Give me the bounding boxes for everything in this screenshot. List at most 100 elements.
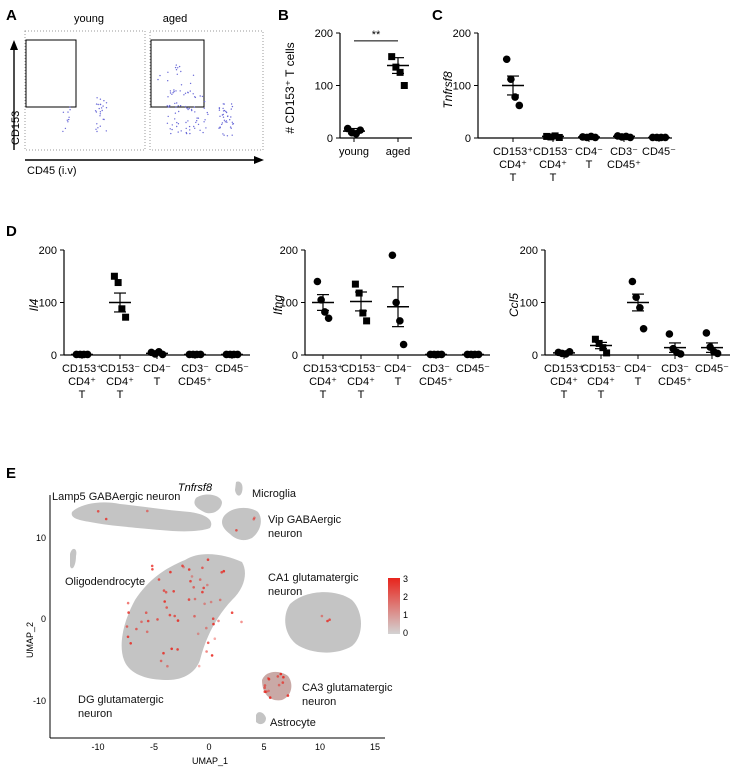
expression-cell — [211, 617, 215, 620]
flow-event — [226, 135, 229, 137]
flow-event — [180, 130, 182, 132]
flow-event — [174, 118, 176, 120]
flow-event — [185, 132, 188, 135]
flow-event — [67, 121, 69, 123]
data-point — [595, 339, 603, 347]
cluster-ca1-glutamatergic — [285, 592, 361, 653]
umap-xtick: -5 — [150, 742, 158, 752]
flow-xlabel: CD45 (i.v) — [27, 165, 77, 177]
flow-event — [232, 123, 235, 125]
flow-event — [193, 106, 196, 108]
expression-cell — [267, 677, 271, 681]
cluster-oligodendrocyte — [70, 548, 77, 569]
label-vip-1: Vip GABAergic — [268, 514, 342, 526]
expression-cell — [235, 529, 238, 532]
flow-event — [99, 103, 102, 106]
cluster-astrocyte — [256, 712, 266, 725]
flow-event — [68, 116, 70, 119]
data-point — [555, 133, 563, 141]
data-point — [114, 279, 122, 287]
expression-cell — [328, 618, 331, 621]
flow-event — [223, 103, 225, 105]
expression-cell — [162, 651, 165, 655]
y-tick-label: 100 — [453, 81, 471, 93]
expression-cell — [192, 586, 195, 589]
data-point — [122, 313, 130, 321]
flow-event — [218, 109, 221, 111]
chart-d-il4: 0100200Il4CD153⁺CD4⁺TCD153⁻CD4⁺TCD4⁻TCD3… — [27, 245, 250, 401]
label-lamp5: Lamp5 GABAergic neuron — [52, 491, 180, 503]
expression-cell — [202, 586, 205, 590]
data-point — [392, 298, 400, 307]
chart-e-umap: Tnfrsf8 Lamp5 GABAergic neuron Microglia… — [25, 481, 408, 766]
umap-ylabel: UMAP_2 — [25, 622, 35, 658]
panel-a-flow: young aged CD153 CD45 (i.v) — [10, 13, 264, 177]
data-point — [665, 330, 674, 338]
data-point — [355, 289, 363, 297]
flow-event — [167, 80, 169, 82]
panel-letter-a: A — [6, 7, 17, 24]
expression-cell — [176, 619, 180, 622]
expression-cell — [169, 570, 172, 574]
umap-expression-cells — [96, 509, 331, 699]
flow-event — [177, 67, 179, 69]
flow-event — [99, 125, 102, 127]
x-tick-label: CD153⁻ — [100, 363, 140, 375]
flow-event — [189, 129, 191, 131]
cluster-microglia — [235, 481, 243, 496]
y-tick-label: 200 — [39, 245, 57, 257]
y-axis-label: Ifng — [271, 295, 285, 315]
expression-cell — [213, 637, 217, 640]
x-tick-label: T — [561, 389, 568, 401]
flow-event — [222, 110, 225, 112]
flow-event — [175, 90, 177, 92]
colorbar-tick-3: 3 — [403, 574, 408, 584]
flow-x-arrowhead — [254, 156, 264, 164]
flow-event — [231, 105, 234, 108]
flow-event — [231, 121, 233, 124]
flow-event — [167, 106, 170, 108]
expression-cell — [201, 590, 204, 594]
y-axis-label: # CD153⁺ T cells — [283, 42, 297, 133]
flow-event — [219, 115, 221, 118]
flow-event — [193, 125, 195, 128]
panel-letter-b: B — [278, 7, 289, 24]
expression-cell — [127, 611, 130, 614]
data-point — [118, 305, 126, 313]
flow-event — [95, 103, 98, 105]
expression-cell — [197, 664, 201, 668]
data-point — [359, 309, 367, 317]
flow-event — [99, 111, 102, 113]
umap-xtick: 15 — [370, 742, 380, 752]
expression-cell — [162, 589, 166, 592]
flow-event — [194, 111, 196, 113]
x-tick-label: CD4⁺ — [587, 376, 615, 388]
umap-clusters — [70, 481, 361, 725]
x-tick-label: CD4⁻ — [575, 146, 603, 158]
expression-cell — [281, 681, 285, 684]
data-point — [388, 251, 397, 260]
flow-event — [184, 105, 187, 108]
data-point — [502, 55, 511, 64]
flow-event — [231, 134, 233, 136]
label-ca1-1: CA1 glutamatergic — [268, 572, 359, 584]
expression-cell — [187, 598, 191, 601]
flow-event — [221, 123, 223, 126]
flow-event — [105, 107, 108, 109]
flow-event — [187, 92, 189, 94]
flow-event — [174, 112, 177, 114]
x-tick-label: aged — [386, 146, 410, 158]
x-tick-label: T — [598, 389, 605, 401]
flow-event — [219, 126, 221, 128]
flow-event — [171, 93, 173, 96]
flow-event — [177, 105, 179, 107]
x-tick-label: CD4⁻ — [384, 363, 412, 375]
flow-event — [96, 123, 98, 125]
expression-cell — [168, 613, 172, 617]
expression-cell — [267, 677, 270, 680]
expression-cell — [166, 664, 169, 668]
data-point — [396, 68, 404, 76]
flow-event — [178, 65, 181, 68]
expression-cell — [206, 583, 209, 587]
x-tick-label: CD45⁺ — [658, 376, 692, 388]
